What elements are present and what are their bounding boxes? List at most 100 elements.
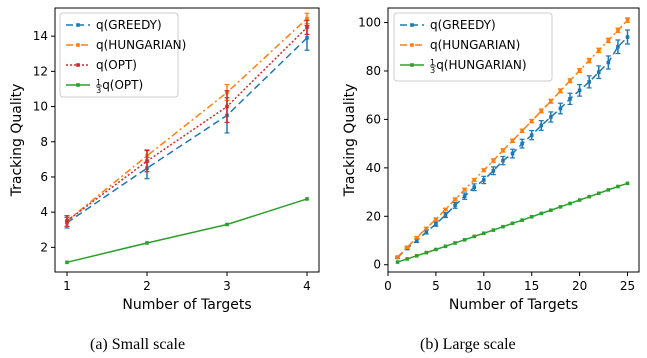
data-point bbox=[491, 168, 496, 173]
y-tick-label: 8 bbox=[40, 135, 48, 149]
data-point bbox=[587, 80, 591, 84]
data-point bbox=[520, 128, 524, 133]
data-point bbox=[472, 178, 477, 182]
data-point bbox=[539, 109, 544, 113]
series-0 bbox=[395, 29, 631, 260]
data-point bbox=[424, 226, 429, 231]
series-2 bbox=[395, 181, 630, 264]
data-point bbox=[606, 188, 611, 192]
legend-marker bbox=[76, 43, 80, 47]
data-point bbox=[549, 99, 553, 104]
x-axis-label: Number of Targets bbox=[449, 297, 578, 313]
x-tick-label: 2 bbox=[143, 279, 151, 293]
data-point bbox=[587, 58, 591, 63]
y-tick-label: 20 bbox=[366, 209, 381, 223]
data-point bbox=[568, 201, 572, 206]
legend-marker bbox=[76, 23, 80, 27]
x-tick-label: 20 bbox=[572, 279, 587, 293]
data-point bbox=[539, 123, 544, 128]
legend-marker bbox=[410, 63, 414, 67]
series-1 bbox=[395, 17, 631, 259]
data-point bbox=[414, 235, 419, 240]
legend-marker bbox=[410, 43, 414, 47]
data-point bbox=[549, 208, 553, 213]
plot-frame bbox=[387, 7, 640, 273]
data-point bbox=[424, 250, 429, 255]
data-point bbox=[606, 60, 611, 65]
data-point bbox=[558, 205, 563, 209]
y-tick-label: 0 bbox=[373, 258, 381, 272]
legend-label: q(GREEDY) bbox=[430, 18, 496, 32]
chart-large-scale: 0 5 10 15 20 25 0 20 40 60 80 100 Number of Targets T… bbox=[342, 7, 640, 353]
data-point bbox=[616, 44, 620, 49]
data-point bbox=[587, 194, 591, 199]
legend-item: q(OPT) bbox=[66, 58, 137, 72]
subfigure-caption: (b) Large scale bbox=[420, 336, 516, 353]
data-point bbox=[424, 230, 429, 234]
data-point bbox=[414, 238, 419, 243]
legend-label: q(HUNGARIAN) bbox=[96, 38, 186, 52]
series-line bbox=[66, 37, 308, 224]
data-point bbox=[453, 197, 457, 202]
data-point bbox=[405, 257, 409, 261]
legend-marker bbox=[410, 23, 414, 27]
data-point bbox=[625, 181, 630, 186]
legend-marker bbox=[76, 83, 80, 87]
x-tick-label: 4 bbox=[303, 279, 311, 293]
data-point bbox=[443, 244, 448, 249]
data-point bbox=[577, 88, 582, 93]
data-point bbox=[529, 214, 534, 219]
y-tick-label: 10 bbox=[33, 100, 48, 114]
legend-item: q(GREEDY) bbox=[400, 18, 496, 32]
y-tick-label: 40 bbox=[366, 161, 381, 175]
series-line bbox=[66, 18, 308, 222]
data-point bbox=[305, 16, 309, 21]
legend-label: 1 3q(HUNGARIAN) bbox=[430, 58, 527, 75]
data-point bbox=[482, 178, 486, 182]
legend-label: q(HUNGARIAN) bbox=[430, 38, 520, 52]
data-point bbox=[434, 247, 438, 252]
data-point bbox=[616, 28, 620, 33]
data-point bbox=[501, 158, 505, 163]
legend: q(GREEDY) q(HUNGARIAN) 1 3q(HUNGARIAN) bbox=[393, 12, 553, 82]
y-axis-label: Tracking Quality bbox=[9, 84, 25, 198]
legend-item: q(HUNGARIAN) bbox=[400, 38, 520, 52]
data-point bbox=[482, 231, 486, 236]
data-point bbox=[305, 36, 309, 40]
data-point bbox=[568, 78, 572, 83]
data-point bbox=[65, 219, 69, 223]
x-tick-label: 1 bbox=[63, 279, 71, 293]
legend-item: q(HUNGARIAN) bbox=[66, 38, 186, 52]
data-point bbox=[510, 151, 515, 156]
data-point bbox=[501, 148, 505, 153]
data-point bbox=[395, 255, 400, 259]
subfigure-caption: (a) Small scale bbox=[90, 336, 185, 353]
data-point bbox=[405, 245, 409, 250]
data-point bbox=[462, 187, 467, 192]
data-point bbox=[491, 158, 496, 163]
data-point bbox=[596, 191, 601, 196]
x-tick-label: 10 bbox=[476, 279, 491, 293]
data-point bbox=[434, 222, 438, 226]
data-point bbox=[616, 184, 620, 189]
plot-frame bbox=[54, 7, 320, 273]
x-tick-label: 0 bbox=[384, 279, 392, 293]
data-point bbox=[577, 198, 582, 202]
series-2 bbox=[64, 19, 310, 227]
data-point bbox=[568, 97, 572, 101]
y-axis-label: Tracking Quality bbox=[342, 84, 358, 198]
data-point bbox=[145, 159, 149, 163]
y-tick-label: 4 bbox=[40, 205, 48, 219]
data-point bbox=[65, 260, 69, 265]
x-tick-label: 25 bbox=[620, 279, 635, 293]
data-point bbox=[414, 253, 419, 258]
data-point bbox=[625, 35, 630, 39]
data-point bbox=[510, 221, 515, 226]
y-tick-label: 6 bbox=[40, 170, 48, 184]
data-point bbox=[305, 197, 309, 201]
data-point bbox=[462, 194, 467, 198]
y-tick-label: 2 bbox=[40, 240, 48, 254]
data-point bbox=[625, 18, 630, 22]
legend-marker bbox=[76, 63, 80, 67]
